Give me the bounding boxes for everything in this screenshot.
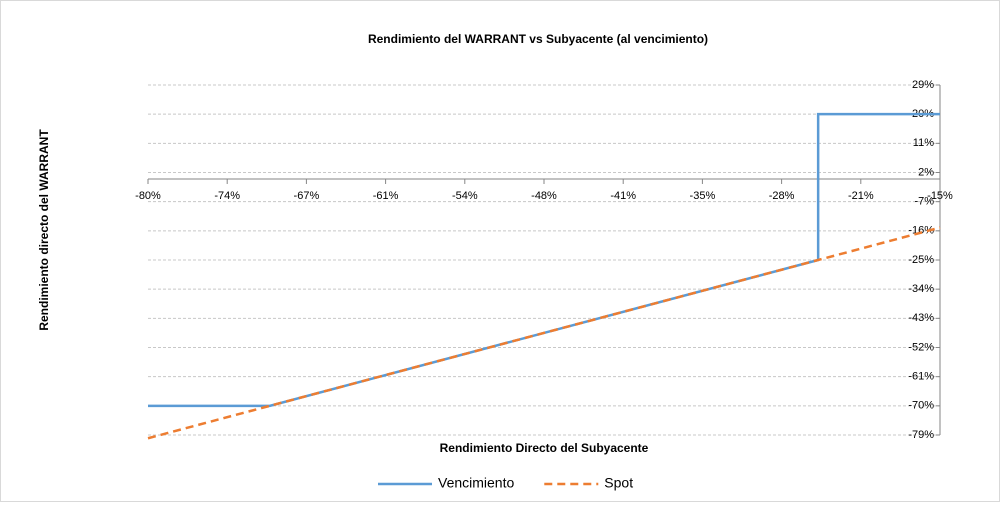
y-tick-label: -34% (908, 283, 934, 295)
x-tick-label: -21% (848, 190, 874, 202)
chart-title: Rendimiento del WARRANT vs Subyacente (a… (368, 32, 708, 46)
x-tick-label: -48% (531, 190, 557, 202)
x-tick-label: -54% (452, 190, 478, 202)
y-tick-label: 11% (913, 137, 934, 149)
x-tick-label: -74% (214, 190, 240, 202)
x-tick-label: -35% (690, 190, 716, 202)
x-tick-label: -41% (610, 190, 636, 202)
legend-label: Spot (604, 475, 633, 491)
x-tick-label: -61% (373, 190, 399, 202)
y-axis-label: Rendimiento directo del WARRANT (37, 129, 51, 331)
y-tick-label: -61% (908, 371, 934, 383)
y-tick-label: -25% (908, 254, 934, 266)
x-axis-label: Rendimiento Directo del Subyacente (440, 441, 649, 455)
x-tick-label: -67% (294, 190, 320, 202)
legend-label: Vencimiento (438, 475, 514, 491)
x-tick-label: -28% (769, 190, 795, 202)
x-tick-label: -15% (927, 190, 953, 202)
y-tick-label: -70% (908, 400, 934, 412)
y-tick-label: 29% (912, 79, 934, 91)
y-tick-label: -7% (914, 196, 934, 208)
series-line (147, 226, 941, 440)
x-tick-label: -80% (135, 190, 161, 202)
y-tick-label: 2% (918, 166, 934, 178)
y-tick-label: -79% (908, 429, 934, 441)
y-tick-label: -43% (908, 312, 934, 324)
y-tick-label: -52% (908, 341, 934, 353)
